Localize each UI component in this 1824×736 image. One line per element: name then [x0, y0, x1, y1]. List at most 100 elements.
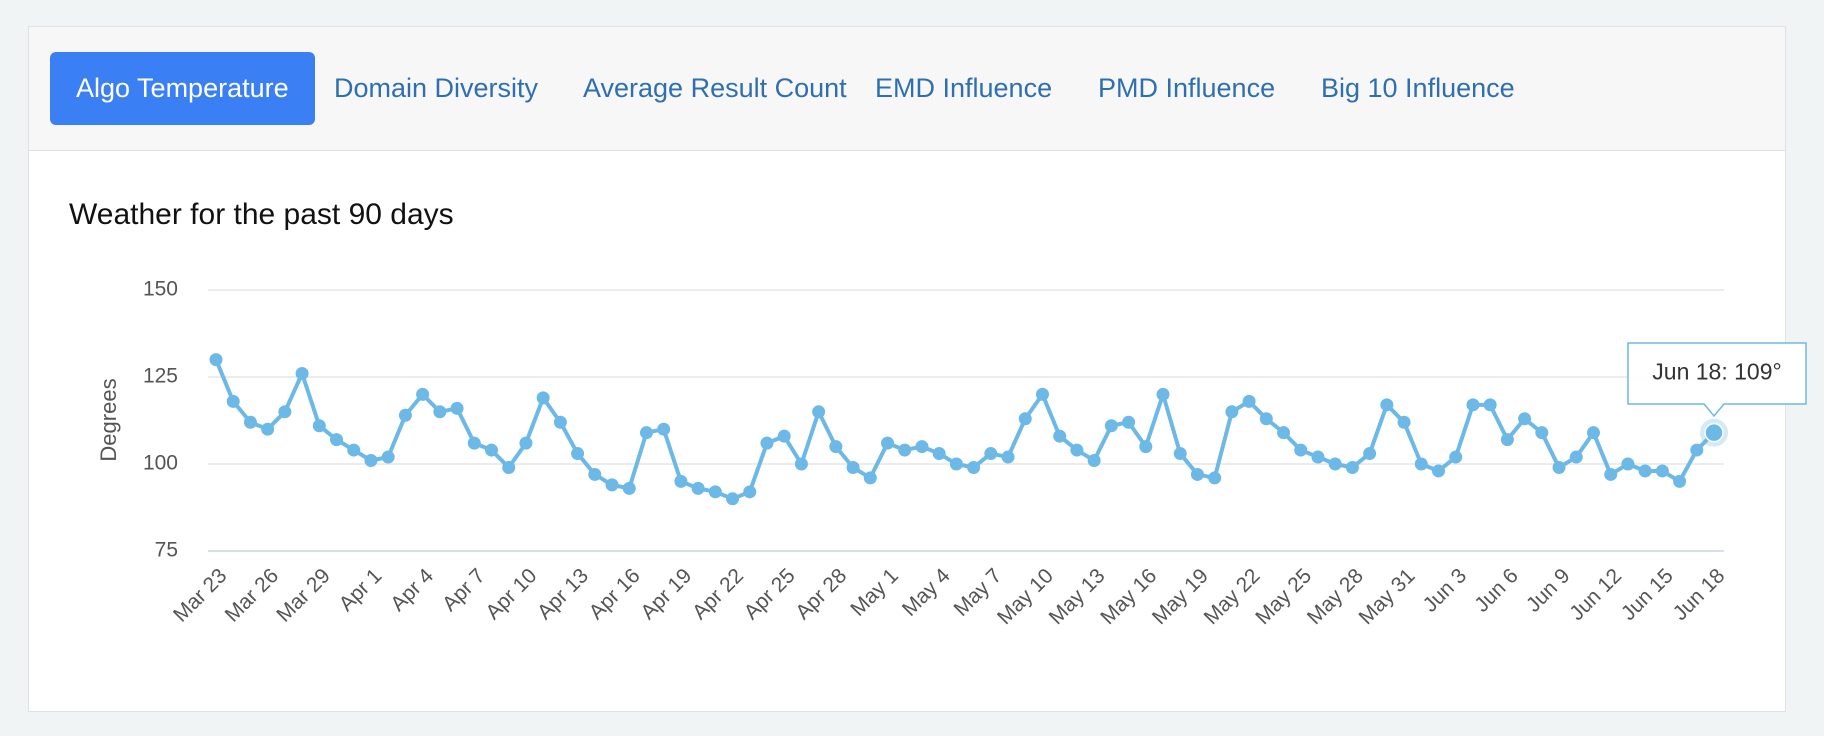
point — [1638, 464, 1652, 478]
point — [777, 429, 791, 443]
point — [312, 419, 326, 433]
point — [863, 471, 877, 485]
point — [484, 443, 498, 457]
x-tick-label: May 10 — [993, 564, 1058, 629]
point — [1018, 412, 1032, 426]
point — [743, 485, 757, 499]
point — [588, 467, 602, 481]
tab[interactable]: Algo Temperature — [50, 52, 315, 125]
y-tick-label: 125 — [143, 365, 178, 388]
x-tick-label: Apr 22 — [688, 564, 748, 624]
x-tick-label: Apr 25 — [740, 564, 800, 624]
point — [243, 415, 257, 429]
point — [1208, 471, 1222, 485]
point — [1466, 398, 1480, 412]
point — [1277, 426, 1291, 440]
point — [1139, 440, 1153, 454]
point — [984, 447, 998, 461]
point — [1432, 464, 1446, 478]
x-tick-label: Mar 26 — [221, 564, 283, 626]
point — [1087, 454, 1101, 468]
point — [1655, 464, 1669, 478]
point — [278, 405, 292, 419]
point — [1242, 394, 1256, 408]
point — [1690, 443, 1704, 457]
point — [330, 433, 344, 447]
point — [760, 436, 774, 450]
point — [398, 408, 412, 422]
tooltip-text: Jun 18: 109° — [1652, 359, 1781, 385]
point — [381, 450, 395, 464]
tab[interactable]: Average Result Count — [583, 73, 847, 103]
point — [812, 405, 826, 419]
x-tick-label: May 22 — [1200, 564, 1265, 629]
point — [502, 460, 516, 474]
point — [1104, 419, 1118, 433]
point — [1001, 450, 1015, 464]
point — [226, 394, 240, 408]
point — [898, 443, 912, 457]
point — [519, 436, 533, 450]
x-tick-label: Apr 28 — [791, 564, 851, 624]
point — [1294, 443, 1308, 457]
point — [1673, 474, 1687, 488]
point — [553, 415, 567, 429]
point — [1621, 457, 1635, 471]
point — [1053, 429, 1067, 443]
tab[interactable]: EMD Influence — [875, 73, 1053, 103]
x-tick-label: Jun 15 — [1617, 564, 1678, 625]
point — [1345, 460, 1359, 474]
point — [1259, 412, 1273, 426]
line — [214, 358, 1716, 501]
point — [657, 422, 671, 436]
tooltip-box — [1627, 342, 1807, 418]
y-axis-label: Degrees — [96, 378, 121, 461]
point — [622, 481, 636, 495]
tab[interactable]: Big 10 Influence — [1321, 73, 1515, 103]
x-tick-label: Apr 4 — [386, 564, 438, 616]
point — [691, 481, 705, 495]
point — [536, 391, 550, 405]
x-tick-label: May 28 — [1303, 564, 1368, 629]
x-tick-label: Apr 10 — [481, 564, 541, 624]
y-tick-label: 100 — [143, 452, 178, 475]
point — [450, 401, 464, 415]
point — [932, 447, 946, 461]
point — [1604, 467, 1618, 481]
point — [1156, 387, 1170, 401]
point — [1535, 426, 1549, 440]
tab[interactable]: Domain Diversity — [334, 73, 539, 103]
point — [1483, 398, 1497, 412]
x-tick-label: May 31 — [1355, 564, 1420, 629]
point — [1122, 415, 1136, 429]
point — [1449, 450, 1463, 464]
point — [1225, 405, 1239, 419]
x-tick-label: May 16 — [1096, 564, 1161, 629]
point — [881, 436, 895, 450]
point — [364, 454, 378, 468]
point — [1328, 457, 1342, 471]
x-tick-label: Jun 6 — [1470, 564, 1523, 617]
point — [571, 447, 585, 461]
point — [1070, 443, 1084, 457]
y-tick-label: 75 — [155, 539, 178, 562]
tab[interactable]: PMD Influence — [1098, 73, 1276, 103]
point — [639, 426, 653, 440]
point — [433, 405, 447, 419]
x-tick-label: Apr 19 — [636, 564, 696, 624]
point — [1190, 467, 1204, 481]
x-tick-label: Jun 3 — [1419, 564, 1472, 617]
point — [915, 440, 929, 454]
point — [1173, 447, 1187, 461]
point — [1586, 426, 1600, 440]
point — [209, 353, 223, 367]
x-tick-label: Mar 23 — [169, 564, 231, 626]
point — [794, 457, 808, 471]
point — [1500, 433, 1514, 447]
point — [708, 485, 722, 499]
point — [605, 478, 619, 492]
point — [1518, 412, 1532, 426]
point — [1397, 415, 1411, 429]
y-tick-label: 150 — [143, 278, 178, 301]
